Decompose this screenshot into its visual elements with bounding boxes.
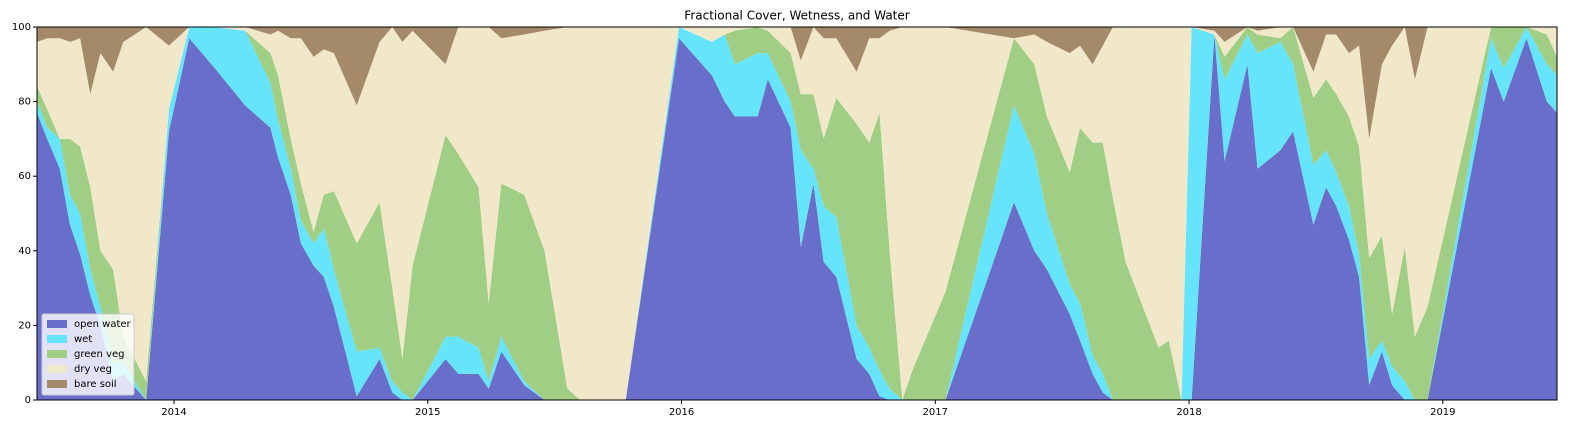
area — [37, 27, 1557, 400]
legend-box — [41, 313, 135, 396]
legend-swatch — [47, 380, 67, 388]
y-tick-label: 80 — [18, 97, 31, 108]
x-tick-label: 2015 — [415, 407, 440, 418]
area — [37, 34, 1557, 401]
area — [37, 27, 1557, 400]
legend-swatch — [47, 335, 67, 343]
x-tick-label: 2017 — [923, 407, 948, 418]
chart-title: Fractional Cover, Wetness, and Water — [684, 9, 909, 23]
legend-label: bare soil — [74, 379, 117, 390]
legend-label: green veg — [74, 349, 124, 360]
legend-swatch — [47, 320, 67, 328]
x-tick-label: 2016 — [669, 407, 694, 418]
y-tick-label: 0 — [25, 395, 31, 406]
legend-swatch — [47, 350, 67, 358]
x-tick-label: 2018 — [1176, 407, 1201, 418]
y-tick-label: 20 — [18, 320, 31, 331]
y-tick-label: 100 — [12, 22, 31, 33]
plot-frame — [36, 26, 1558, 401]
legend-swatch — [47, 365, 67, 373]
y-tick-label: 60 — [18, 171, 31, 182]
legend-label: wet — [74, 334, 92, 345]
y-tick-label: 40 — [18, 246, 31, 257]
x-tick-label: 2014 — [161, 407, 186, 418]
x-tick-label: 2019 — [1430, 407, 1455, 418]
legend-label: open water — [74, 319, 132, 330]
legend: open water wet green veg dry veg bare soil — [41, 313, 135, 396]
legend-label: dry veg — [74, 364, 112, 375]
